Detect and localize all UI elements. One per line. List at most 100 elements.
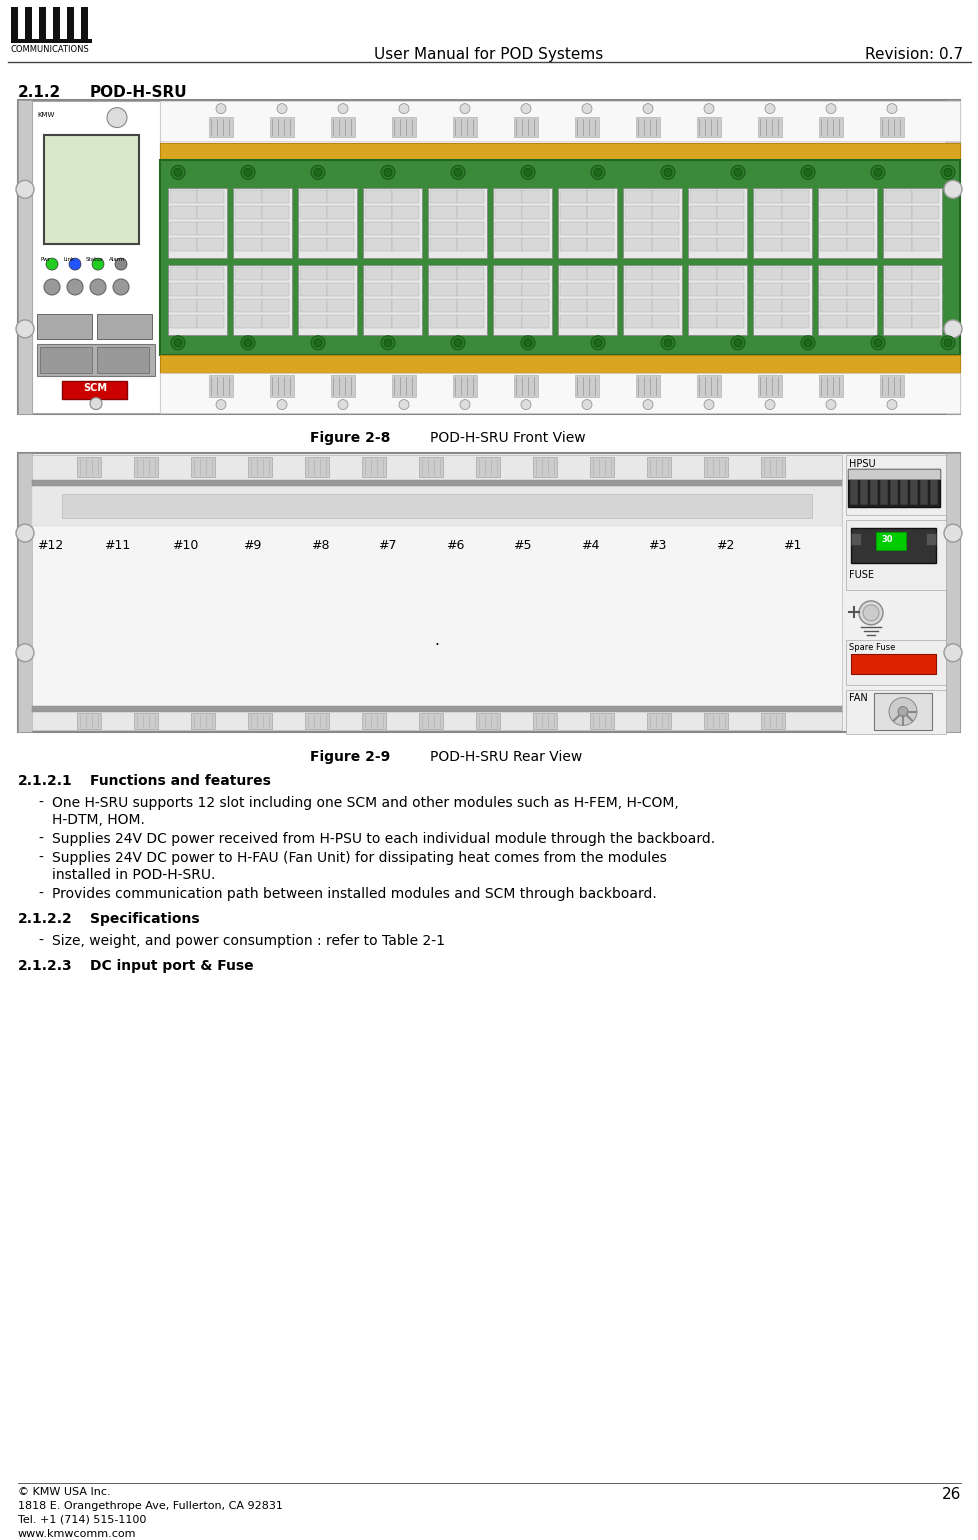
Bar bbox=[305, 713, 329, 730]
Bar bbox=[299, 206, 327, 219]
Bar bbox=[911, 206, 938, 219]
Bar bbox=[689, 206, 716, 219]
Bar bbox=[696, 117, 720, 137]
Text: One H-SRU supports 12 slot including one SCM and other modules such as H-FEM, H-: One H-SRU supports 12 slot including one… bbox=[52, 796, 678, 810]
Circle shape bbox=[873, 168, 881, 177]
Bar bbox=[170, 222, 197, 236]
Bar bbox=[882, 188, 941, 259]
Bar bbox=[429, 283, 457, 296]
Circle shape bbox=[337, 399, 347, 410]
Bar bbox=[781, 283, 808, 296]
Bar bbox=[818, 265, 876, 334]
Bar bbox=[845, 639, 945, 685]
Bar bbox=[716, 314, 743, 328]
Circle shape bbox=[764, 399, 775, 410]
Bar bbox=[262, 283, 289, 296]
Text: Specifications: Specifications bbox=[90, 912, 200, 926]
Bar bbox=[365, 222, 391, 236]
Text: #11: #11 bbox=[104, 539, 130, 553]
Bar bbox=[760, 713, 784, 730]
Bar bbox=[197, 239, 224, 251]
Text: #9: #9 bbox=[243, 539, 261, 553]
Bar bbox=[847, 470, 939, 507]
Bar bbox=[884, 266, 911, 280]
Bar bbox=[587, 222, 613, 236]
Circle shape bbox=[16, 524, 34, 542]
Bar bbox=[362, 713, 385, 730]
Bar bbox=[299, 314, 327, 328]
Text: #7: #7 bbox=[378, 539, 396, 553]
Bar bbox=[521, 266, 549, 280]
Bar bbox=[820, 299, 846, 313]
Bar bbox=[884, 314, 911, 328]
Circle shape bbox=[943, 180, 961, 199]
Text: -: - bbox=[38, 887, 43, 901]
Bar bbox=[651, 222, 679, 236]
Circle shape bbox=[107, 108, 127, 128]
Bar bbox=[846, 222, 873, 236]
Text: -: - bbox=[38, 796, 43, 810]
Bar bbox=[820, 283, 846, 296]
Text: Figure 2-9: Figure 2-9 bbox=[310, 750, 389, 764]
Bar bbox=[945, 100, 959, 414]
Bar bbox=[495, 222, 521, 236]
Bar bbox=[365, 206, 391, 219]
Bar bbox=[754, 222, 781, 236]
Circle shape bbox=[16, 180, 34, 199]
Bar bbox=[208, 117, 233, 137]
Bar bbox=[879, 471, 887, 505]
Circle shape bbox=[241, 165, 254, 179]
Bar bbox=[624, 239, 651, 251]
Text: KMW: KMW bbox=[37, 111, 55, 117]
Bar bbox=[820, 266, 846, 280]
Bar bbox=[521, 299, 549, 313]
Text: Spare Fuse: Spare Fuse bbox=[848, 642, 895, 651]
Bar bbox=[879, 117, 903, 137]
Bar bbox=[911, 222, 938, 236]
Text: #2: #2 bbox=[715, 539, 734, 553]
Circle shape bbox=[803, 339, 811, 346]
Bar bbox=[25, 8, 32, 38]
Bar bbox=[850, 533, 860, 545]
Bar bbox=[689, 266, 716, 280]
Bar bbox=[247, 457, 272, 477]
Bar bbox=[624, 299, 651, 313]
Bar bbox=[495, 299, 521, 313]
Bar bbox=[270, 117, 293, 137]
Bar bbox=[899, 471, 907, 505]
Bar bbox=[168, 188, 227, 259]
Bar bbox=[475, 457, 500, 477]
Circle shape bbox=[314, 339, 322, 346]
Circle shape bbox=[594, 168, 601, 177]
Bar bbox=[327, 299, 354, 313]
Text: .: . bbox=[434, 633, 439, 648]
Bar bbox=[299, 299, 327, 313]
Bar bbox=[781, 191, 808, 203]
Text: 2.1.2.2: 2.1.2.2 bbox=[18, 912, 72, 926]
Bar bbox=[884, 239, 911, 251]
Text: SCM: SCM bbox=[83, 382, 107, 393]
Bar bbox=[429, 191, 457, 203]
Bar bbox=[521, 191, 549, 203]
Bar bbox=[919, 471, 927, 505]
Circle shape bbox=[216, 399, 226, 410]
Circle shape bbox=[337, 103, 347, 114]
Bar bbox=[781, 266, 808, 280]
Text: Functions and features: Functions and features bbox=[90, 775, 271, 788]
Text: Supplies 24V DC power to H-FAU (Fan Unit) for dissipating heat comes from the mo: Supplies 24V DC power to H-FAU (Fan Unit… bbox=[52, 852, 666, 865]
Bar bbox=[32, 480, 841, 487]
Bar bbox=[859, 471, 867, 505]
Text: #5: #5 bbox=[512, 539, 531, 553]
Circle shape bbox=[520, 399, 530, 410]
Bar bbox=[850, 653, 935, 673]
Text: -: - bbox=[38, 852, 43, 865]
Bar bbox=[297, 265, 357, 334]
Bar bbox=[391, 283, 419, 296]
Text: Alarm: Alarm bbox=[109, 257, 125, 262]
Bar bbox=[197, 314, 224, 328]
Circle shape bbox=[241, 336, 254, 350]
Circle shape bbox=[380, 165, 394, 179]
Bar bbox=[819, 374, 842, 397]
Text: www.kmwcomm.com: www.kmwcomm.com bbox=[18, 1529, 136, 1538]
Bar bbox=[846, 314, 873, 328]
